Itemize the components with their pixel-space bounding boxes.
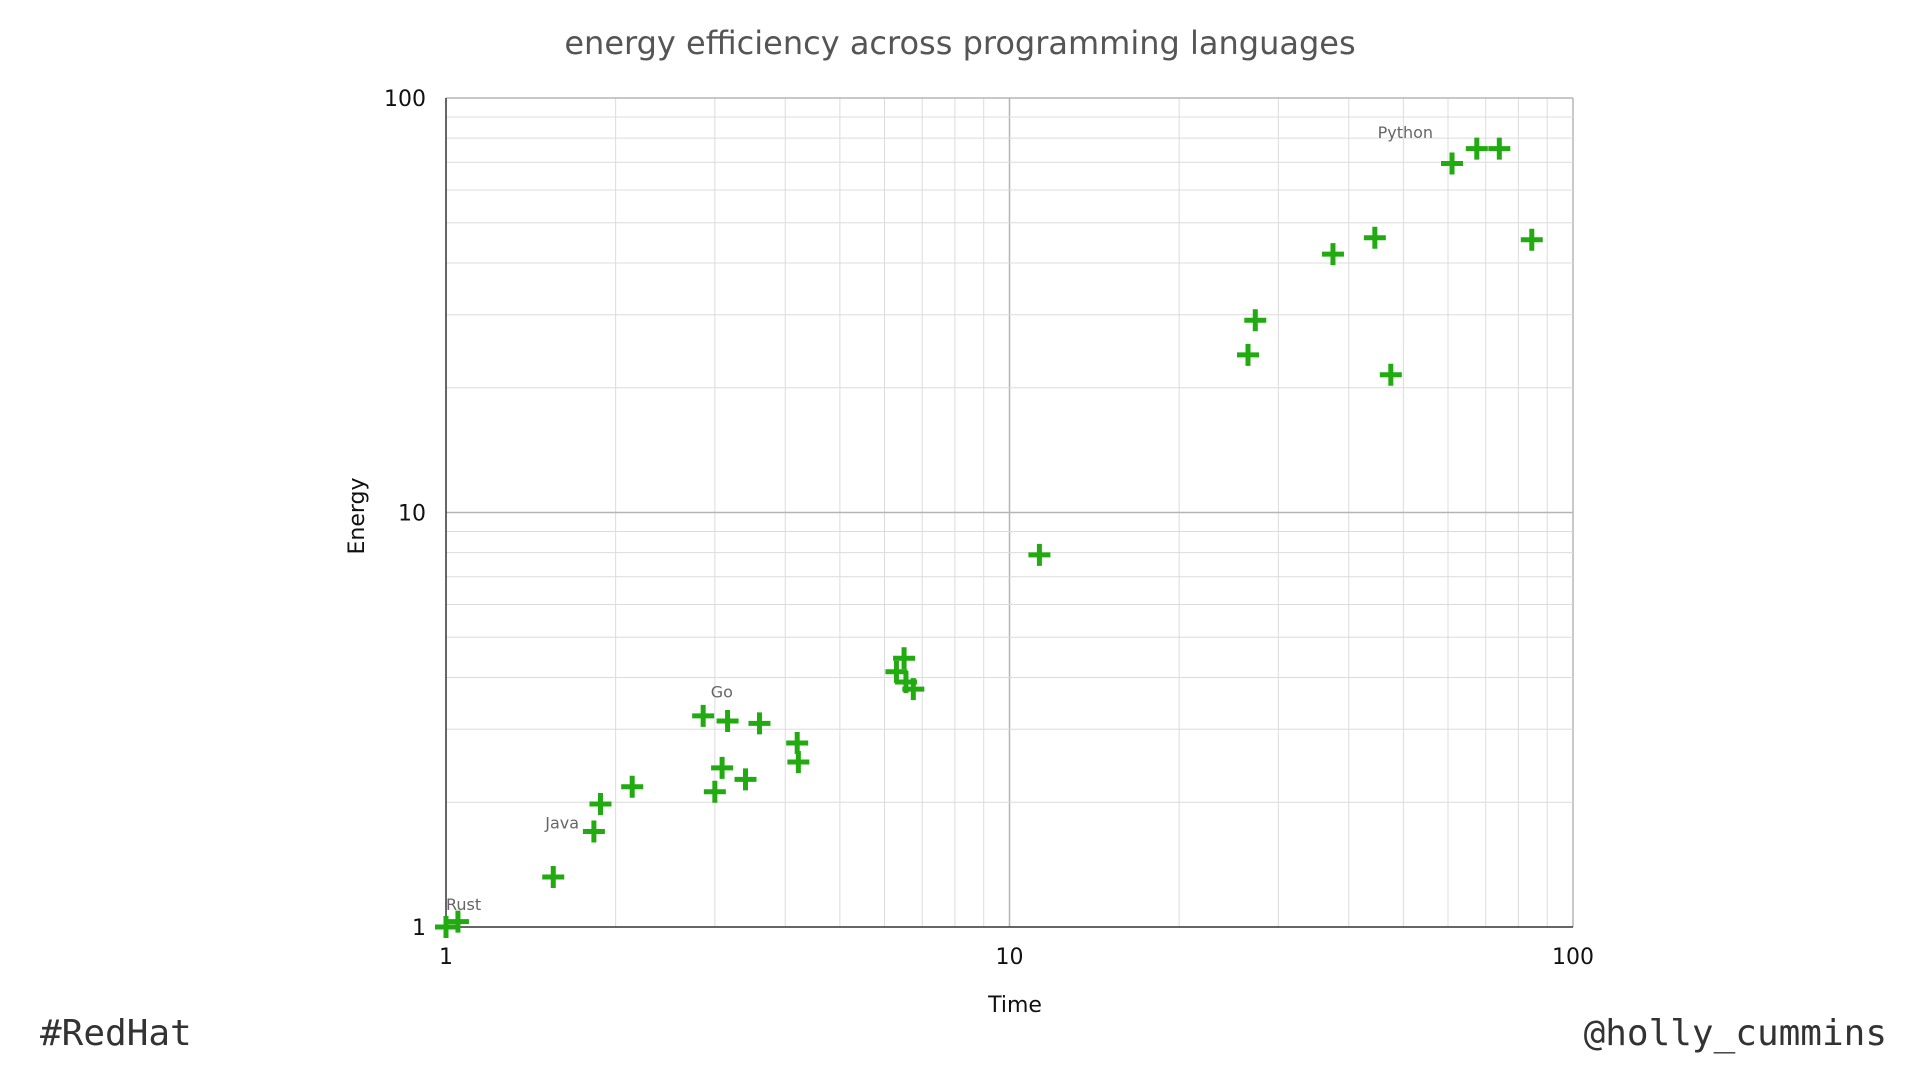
data-point	[902, 678, 925, 701]
data-point	[734, 768, 757, 791]
x-tick-label: 10	[996, 945, 1024, 970]
data-point	[582, 820, 605, 843]
tick-labels: 1 10 100 1 10 100	[384, 87, 1594, 970]
data-point	[589, 793, 612, 816]
footer-handle: @holly_cummins	[1583, 1013, 1887, 1054]
data-point	[787, 751, 810, 774]
data-point	[716, 710, 739, 733]
data-point	[748, 712, 771, 735]
x-tick-label: 100	[1552, 945, 1594, 970]
data-point	[435, 916, 457, 938]
data-points	[435, 137, 1543, 938]
data-point	[1488, 137, 1511, 160]
annotation-label: Java	[544, 813, 579, 832]
annotation-label: Python	[1378, 123, 1433, 142]
data-point	[1379, 363, 1402, 386]
data-point	[1237, 343, 1259, 366]
data-point	[1321, 243, 1344, 266]
annotations: Rust Java Go Python	[446, 123, 1433, 914]
x-axis-label: Time	[987, 993, 1042, 1018]
data-point	[711, 756, 734, 779]
data-point	[446, 910, 469, 933]
data-point	[1363, 226, 1386, 249]
grid-lines	[446, 97, 1574, 927]
y-axis-label: Energy	[345, 477, 370, 554]
data-point	[542, 866, 565, 889]
data-point	[1520, 228, 1543, 251]
annotation-label: Rust	[446, 895, 481, 914]
data-point	[692, 704, 715, 727]
data-point	[621, 775, 644, 798]
chart-title: energy efficiency across programming lan…	[564, 24, 1355, 62]
x-tick-label: 1	[439, 945, 453, 970]
axes	[445, 98, 1573, 928]
data-point	[893, 647, 916, 670]
footer-hashtag: #RedHat	[40, 1013, 192, 1054]
data-point	[703, 780, 726, 803]
annotation-label: Go	[711, 682, 733, 701]
y-tick-label: 100	[384, 87, 426, 112]
data-point	[1441, 152, 1464, 175]
data-point	[1465, 137, 1488, 160]
y-tick-label: 10	[398, 502, 426, 527]
data-point	[1244, 309, 1267, 332]
data-point	[1028, 543, 1051, 566]
y-tick-label: 1	[412, 916, 426, 941]
data-point	[786, 731, 809, 754]
